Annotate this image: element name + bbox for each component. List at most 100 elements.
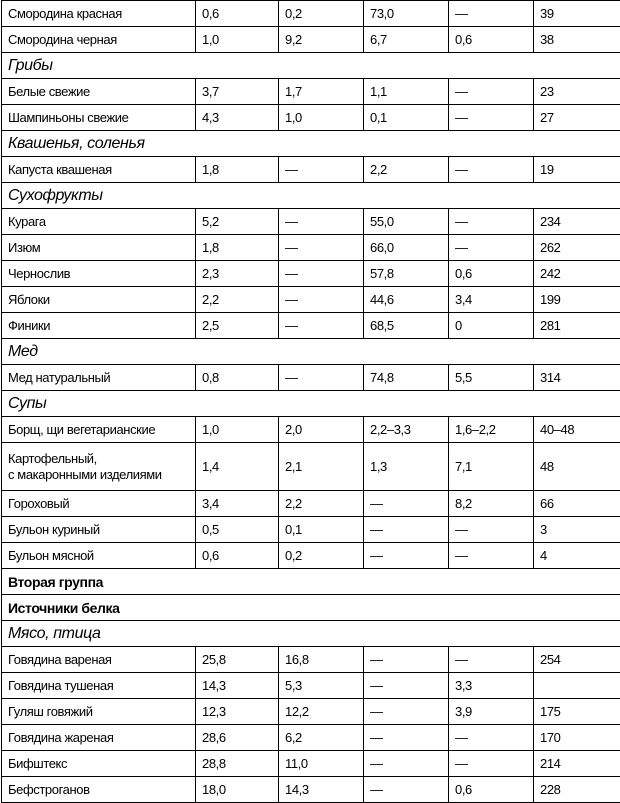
value-cell: — bbox=[278, 208, 364, 235]
product-name: Белые свежие bbox=[1, 78, 196, 105]
section-header: Грибы bbox=[1, 52, 620, 79]
value-cell: 5,5 bbox=[448, 364, 534, 391]
value-cell: 66,0 bbox=[363, 234, 449, 261]
value-cell: 262 bbox=[533, 234, 620, 261]
table-row: Бефстроганов 18,0 14,3—0,6 228 bbox=[1, 776, 620, 803]
table-row: Мясо, птица bbox=[1, 620, 620, 647]
value-cell: 0,1 bbox=[363, 104, 449, 131]
table-row: Мед bbox=[1, 338, 620, 365]
value-cell: 2,1 bbox=[278, 442, 364, 491]
value-cell: 73,0 bbox=[363, 0, 449, 27]
table-row: Курага 5,2—55,0—234 bbox=[1, 208, 620, 235]
value-cell: 57,8 bbox=[363, 260, 449, 287]
value-cell: 314 bbox=[533, 364, 620, 391]
value-cell: 23 bbox=[533, 78, 620, 105]
product-name: Бефстроганов bbox=[1, 776, 196, 803]
value-cell: — bbox=[278, 234, 364, 261]
value-cell: — bbox=[363, 646, 449, 673]
value-cell: — bbox=[278, 260, 364, 287]
table-row: Бульон мясной 0,6 0,2— —4 bbox=[1, 542, 620, 569]
value-cell: 0,8 bbox=[195, 364, 279, 391]
value-cell: 1,7 bbox=[278, 78, 364, 105]
value-cell: 281 bbox=[533, 312, 620, 339]
value-cell: — bbox=[448, 104, 534, 131]
value-cell: — bbox=[278, 286, 364, 313]
value-cell: 55,0 bbox=[363, 208, 449, 235]
value-cell: 16,8 bbox=[278, 646, 364, 673]
value-cell: — bbox=[363, 698, 449, 725]
value-cell: 242 bbox=[533, 260, 620, 287]
value-cell bbox=[533, 672, 620, 699]
value-cell: 1,6–2,2 bbox=[448, 416, 534, 443]
product-name: Капуста квашеная bbox=[1, 156, 196, 183]
table-row: Бульон куриный 0,5 0,1— —3 bbox=[1, 516, 620, 543]
value-cell: 6,7 bbox=[363, 26, 449, 53]
product-name: Мед натуральный bbox=[1, 364, 196, 391]
product-name: Бульон куриный bbox=[1, 516, 196, 543]
product-name: Картофельный, с макаронными изделиями bbox=[1, 442, 196, 491]
value-cell: — bbox=[448, 516, 534, 543]
product-name: Курага bbox=[1, 208, 196, 235]
table-row: Гороховый 3,4 2,2—8,2 66 bbox=[1, 490, 620, 517]
value-cell: 12,2 bbox=[278, 698, 364, 725]
value-cell: — bbox=[363, 724, 449, 751]
value-cell: 3,4 bbox=[448, 286, 534, 313]
value-cell: 170 bbox=[533, 724, 620, 751]
value-cell: 27 bbox=[533, 104, 620, 131]
product-name: Яблоки bbox=[1, 286, 196, 313]
value-cell: — bbox=[448, 234, 534, 261]
value-cell: 228 bbox=[533, 776, 620, 803]
value-cell: 234 bbox=[533, 208, 620, 235]
value-cell: — bbox=[278, 364, 364, 391]
table-row: Шампиньоны свежие 4,3 1,0 0,1—27 bbox=[1, 104, 620, 131]
product-name: Говядина жареная bbox=[1, 724, 196, 751]
product-name: Смородина черная bbox=[1, 26, 196, 53]
value-cell: 38 bbox=[533, 26, 620, 53]
value-cell: 0,5 bbox=[195, 516, 279, 543]
value-cell: 1,0 bbox=[195, 26, 279, 53]
table-row: Говядина тушеная 14,3 5,3—3,3 bbox=[1, 672, 620, 699]
value-cell: 3,9 bbox=[448, 698, 534, 725]
table-row: Изюм 1,8—66,0—262 bbox=[1, 234, 620, 261]
value-cell: 39 bbox=[533, 0, 620, 27]
value-cell: 0,6 bbox=[448, 26, 534, 53]
product-name: Бифштекс bbox=[1, 750, 196, 777]
value-cell: 0,2 bbox=[278, 0, 364, 27]
value-cell: 1,0 bbox=[195, 416, 279, 443]
table-row: Смородина красная 0,6 0,2 73,0—39 bbox=[1, 0, 620, 27]
value-cell: — bbox=[448, 0, 534, 27]
product-name: Гуляш говяжий bbox=[1, 698, 196, 725]
section-header: Источники белка bbox=[1, 594, 620, 621]
table-row: Яблоки 2,2—44,6 3,4 199 bbox=[1, 286, 620, 313]
table-row: Гуляш говяжий 12,3 12,2—3,9 175 bbox=[1, 698, 620, 725]
value-cell: 1,1 bbox=[363, 78, 449, 105]
value-cell: 0,6 bbox=[195, 0, 279, 27]
table-row: Картофельный, с макаронными изделиями 1,4… bbox=[1, 442, 620, 491]
value-cell: 11,0 bbox=[278, 750, 364, 777]
value-cell: 4 bbox=[533, 542, 620, 569]
section-header: Квашенья, соленья bbox=[1, 130, 620, 157]
value-cell: 2,3 bbox=[195, 260, 279, 287]
value-cell: — bbox=[448, 724, 534, 751]
value-cell: 3,7 bbox=[195, 78, 279, 105]
value-cell: 9,2 bbox=[278, 26, 364, 53]
value-cell: 1,8 bbox=[195, 156, 279, 183]
product-name: Изюм bbox=[1, 234, 196, 261]
value-cell: 7,1 bbox=[448, 442, 534, 491]
value-cell: — bbox=[278, 156, 364, 183]
value-cell: 2,2 bbox=[278, 490, 364, 517]
value-cell: 2,5 bbox=[195, 312, 279, 339]
table-row: Вторая группа bbox=[1, 568, 620, 595]
value-cell: 1,8 bbox=[195, 234, 279, 261]
value-cell: — bbox=[363, 672, 449, 699]
value-cell: — bbox=[363, 490, 449, 517]
section-header: Мясо, птица bbox=[1, 620, 620, 647]
value-cell: 25,8 bbox=[195, 646, 279, 673]
table-row: Капуста квашеная 1,8—2,2—19 bbox=[1, 156, 620, 183]
table-row: Источники белка bbox=[1, 594, 620, 621]
value-cell: 0,1 bbox=[278, 516, 364, 543]
value-cell: 28,8 bbox=[195, 750, 279, 777]
